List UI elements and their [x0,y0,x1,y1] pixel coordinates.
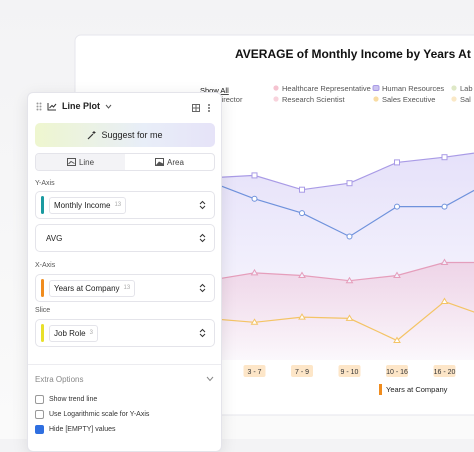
field-chip: Monthly Income 13 [49,196,127,214]
field-color-bar [41,196,44,214]
legend-swatch [372,85,380,91]
option-label: Use Logarithmic scale for Y-Axis [49,411,150,418]
legend-label: Sales Executive [382,95,435,104]
x-tick-label: 7 - 9 [295,369,309,376]
tab-label: Line [78,157,95,167]
point [251,195,258,202]
legend-label: Healthcare Representative [282,84,371,93]
checkbox[interactable] [35,395,44,404]
field-count: 13 [114,202,122,208]
point [441,154,448,161]
field-color-bar [41,279,44,297]
select-arrows [199,283,206,293]
legend-swatch [451,85,457,91]
x-tick-label: 3 - 7 [247,369,261,376]
dropdown-caret[interactable] [105,104,112,109]
point [393,336,401,343]
section-label: X-Axis [35,262,56,269]
y-field-select[interactable]: Monthly Income 13 [35,191,215,219]
extra-options[interactable]: Extra Options [35,375,84,384]
x-axis-label: Years at Company [386,385,448,394]
point [346,180,353,187]
tab-label: Area [167,157,184,167]
point [394,203,400,210]
point [441,203,448,210]
panel-title[interactable]: Line Plot [62,101,100,111]
point [394,159,400,166]
legend-label: Research Scientist [282,95,345,104]
point [298,313,306,320]
field-chip: Years at Company 13 [49,279,136,297]
checkbox[interactable] [35,425,44,434]
legend-swatch [451,96,457,102]
point [250,318,259,325]
option-label: Show trend line [49,396,98,403]
legend-swatch [373,96,379,102]
agg-name: AVG [46,233,63,243]
suggest-label: Suggest for me [101,130,163,140]
suggest-button[interactable]: Suggest for me [35,123,215,147]
x-tick-pill [338,365,361,377]
x-tick-label: 9 - 10 [341,369,359,376]
point [299,210,305,217]
x-tick-pill [243,365,266,377]
legend-toggle[interactable]: Show All [200,86,229,95]
field-count: 3 [89,330,93,336]
expand-caret[interactable] [206,376,214,382]
field-count: 13 [123,285,131,291]
point [299,186,305,193]
point [440,297,449,304]
legend-swatch [273,96,279,102]
field-chip: Job Role 3 [49,324,98,342]
plot: 3 - 7 7 - 9 9 - 10 10 - 16 16 - 20 Years at C… [203,152,474,395]
tab-area[interactable]: Area [125,154,214,170]
x-axis-color [379,384,382,395]
x-field-select[interactable]: Years at Company 13 [35,274,215,302]
legend-label: Sal [460,95,471,104]
section-label: Slice [35,307,51,314]
select-arrows [199,200,206,210]
chart-icon [47,102,57,110]
panel-header: Line Plot [36,101,112,111]
chart-title: AVERAGE of Monthly Income by Years At Co… [235,47,474,61]
divider [28,364,221,365]
layout-button[interactable] [192,104,200,112]
point [345,314,354,321]
legend-swatch [273,85,279,91]
tab-icon [155,158,165,166]
option-row[interactable]: Use Logarithmic scale for Y-Axis [35,410,149,419]
field-name: Job Role [54,328,86,338]
field-name: Monthly Income [54,200,111,210]
option-row[interactable]: Show trend line [35,395,97,404]
magic-icon [88,131,96,140]
select-arrows [199,328,206,338]
point [251,172,258,179]
point [346,233,353,240]
tab-line[interactable]: Line [36,154,125,170]
section-label: Y-Axis [35,180,55,187]
drag-handle[interactable] [36,102,42,111]
x-tick-pill [433,365,456,377]
x-tick-label: 16 - 20 [434,369,456,376]
legend-label: Lab [460,84,473,93]
control-panel: Line Plot Suggest for me Line Area Y-Axi… [27,92,222,452]
tab-icon [66,158,76,166]
field-color-bar [41,324,44,342]
slice-select[interactable]: Job Role 3 [35,319,215,347]
option-label: Hide [EMPTY] values [49,426,116,433]
x-tick-pill [386,365,408,377]
plot-tabs: Line Area [35,153,215,171]
field-name: Years at Company [54,283,120,293]
x-tick-pill [291,365,313,377]
option-row[interactable]: Hide [EMPTY] values [35,425,116,434]
select-arrows [199,233,206,243]
more-button[interactable] [207,103,211,113]
agg-select[interactable]: AVG [35,224,215,252]
checkbox[interactable] [35,410,44,419]
x-tick-label: 10 - 16 [386,369,408,376]
legend-label: Human Resources [382,84,444,93]
